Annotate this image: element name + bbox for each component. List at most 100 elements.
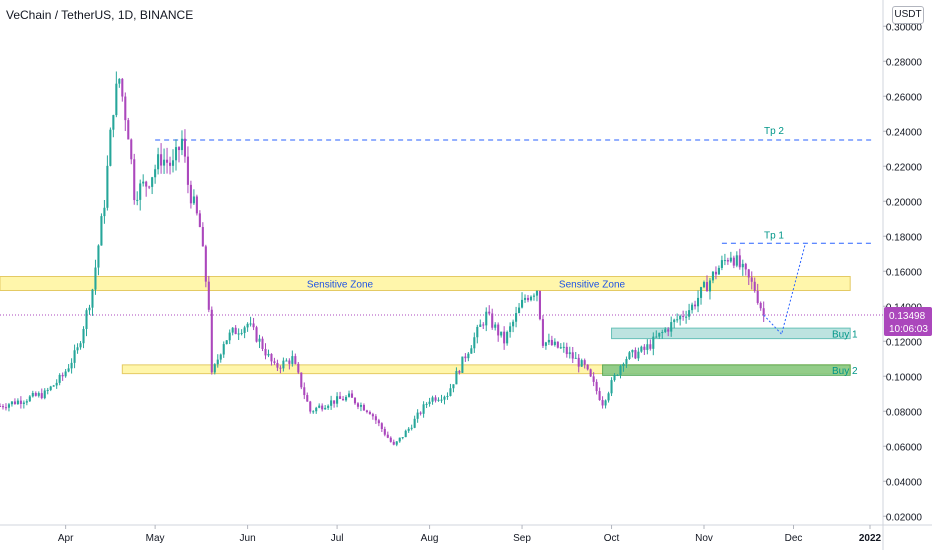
candle-down (491, 313, 494, 328)
candle-up (568, 352, 571, 355)
candle-up (106, 165, 109, 208)
candle-down (434, 397, 437, 401)
y-tick-label: 0.24000 (886, 127, 923, 138)
candle-up (610, 380, 613, 394)
candle-up (115, 83, 118, 116)
candle-up (103, 207, 106, 217)
candle-down (362, 404, 365, 411)
candle-up (16, 400, 19, 405)
candle-up (10, 401, 13, 405)
candle-up (285, 360, 288, 362)
candle-down (189, 184, 192, 204)
currency-button[interactable]: USDT (892, 6, 924, 24)
candle-down (601, 400, 604, 406)
candle-up (500, 331, 503, 336)
candle-up (359, 404, 363, 407)
candle-down (694, 304, 697, 307)
candle-down (309, 401, 312, 412)
candle-up (631, 349, 634, 353)
candle-up (258, 338, 261, 342)
y-tick-label: 0.28000 (886, 57, 923, 68)
candle-down (482, 324, 485, 326)
candle-down (198, 213, 201, 228)
candle-up (37, 393, 40, 396)
candle-up (494, 324, 497, 328)
candle-down (4, 407, 8, 409)
candle-up (112, 115, 115, 130)
candle-up (437, 399, 440, 401)
buy1-label: Buy 1 (832, 329, 858, 340)
candle-up (547, 339, 550, 343)
candle-down (124, 96, 127, 121)
candle-down (234, 327, 237, 335)
candle-up (607, 393, 610, 401)
candle-down (538, 291, 541, 320)
candle-up (76, 347, 79, 351)
candle-down (148, 186, 151, 188)
candle-up (336, 396, 339, 404)
candle-up (622, 363, 625, 367)
candle-down (759, 302, 762, 309)
candle-up (410, 427, 413, 429)
y-tick-label: 0.26000 (886, 92, 923, 103)
candle-up (616, 374, 619, 376)
candle-up (688, 310, 691, 317)
candle-down (541, 319, 544, 346)
candle-up (222, 344, 225, 355)
candle-down (714, 271, 717, 275)
candle-up (735, 255, 738, 266)
x-tick-label: Jun (240, 533, 256, 544)
x-tick-label: Apr (58, 533, 74, 544)
candle-up (163, 159, 166, 166)
candle-up (673, 319, 676, 323)
candle-up (46, 389, 49, 391)
candle-down (168, 162, 172, 166)
candle-down (133, 159, 136, 201)
candle-down (264, 348, 267, 356)
candle-down (634, 349, 637, 359)
candle-up (655, 336, 658, 338)
candle-up (509, 326, 512, 332)
candle-up (628, 352, 631, 360)
candle-up (637, 351, 640, 359)
candle-up (330, 400, 333, 406)
candle-down (386, 434, 389, 438)
candle-down (458, 370, 461, 373)
candle-down (207, 281, 210, 310)
candle-up (231, 327, 234, 333)
candle-up (691, 304, 694, 311)
candle-up (544, 342, 547, 346)
candle-up (216, 359, 219, 365)
candle-up (109, 129, 112, 166)
candle-down (19, 400, 22, 404)
candle-up (720, 260, 723, 268)
candle-down (419, 412, 422, 414)
x-tick-label: Oct (604, 533, 620, 544)
candle-up (676, 319, 679, 321)
candle-down (270, 353, 273, 362)
candle-up (171, 160, 175, 166)
candle-up (461, 356, 464, 373)
candle-down (753, 281, 756, 291)
candle-down (392, 441, 395, 445)
candle-up (580, 360, 583, 367)
candle-up (157, 154, 160, 170)
candle-up (246, 323, 249, 328)
candle-up (49, 386, 52, 390)
candle-up (139, 183, 142, 200)
candle-up (658, 332, 661, 337)
candle-up (67, 368, 70, 372)
candle-down (145, 181, 148, 187)
candle-down (273, 361, 276, 363)
candle-up (413, 418, 416, 428)
candle-down (252, 323, 255, 328)
candle-up (312, 411, 315, 413)
y-tick-label: 0.04000 (886, 477, 923, 488)
candle-up (422, 404, 425, 414)
sensitive-zone (0, 276, 851, 291)
candle-down (380, 423, 383, 429)
candle-down (488, 311, 491, 314)
candle-down (595, 381, 598, 392)
